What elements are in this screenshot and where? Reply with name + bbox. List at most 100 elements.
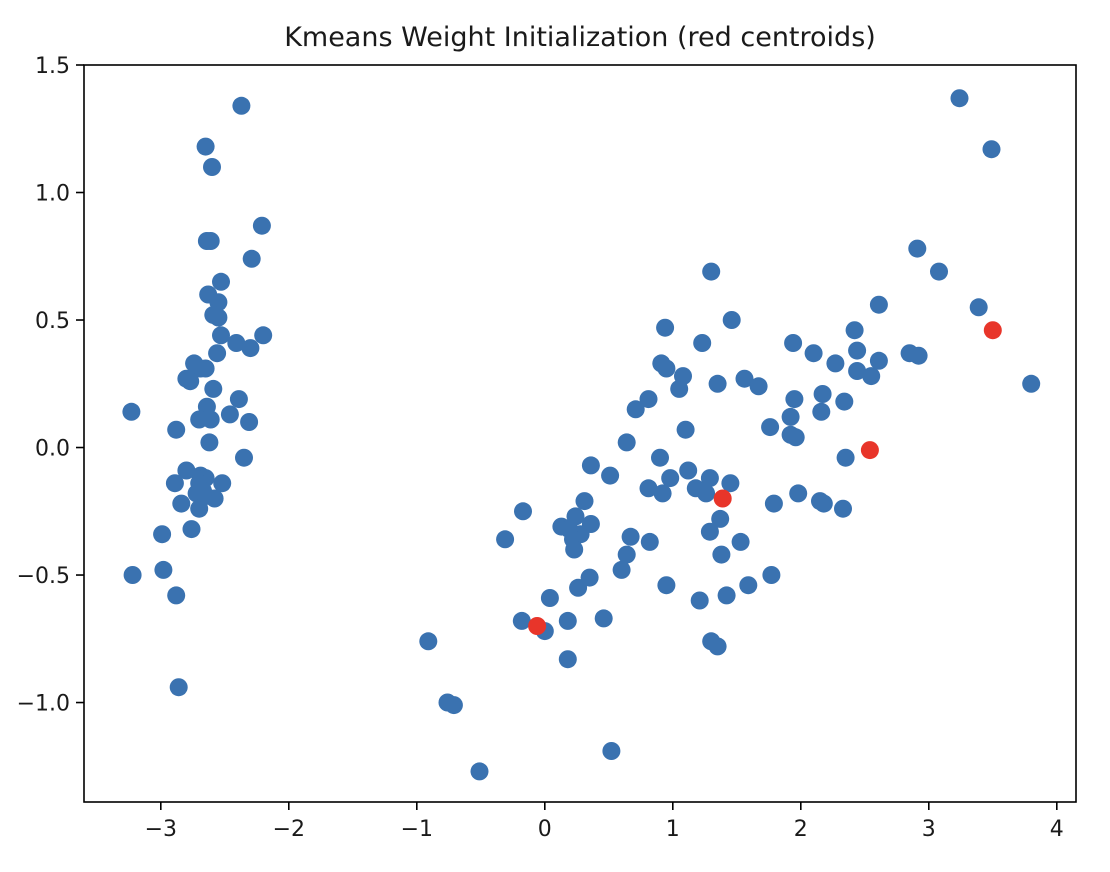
data-point-102 xyxy=(653,484,672,503)
data-point-111 xyxy=(711,509,730,528)
data-point-61 xyxy=(693,334,712,352)
data-point-141 xyxy=(419,632,438,651)
data-point-37 xyxy=(165,474,184,493)
data-point-84 xyxy=(812,402,831,421)
data-point-58 xyxy=(722,311,741,329)
data-point-78 xyxy=(670,379,689,398)
data-point-56 xyxy=(969,298,988,317)
data-point-135 xyxy=(558,611,577,630)
data-point-81 xyxy=(785,390,804,409)
data-point-143 xyxy=(444,696,463,715)
data-point-117 xyxy=(621,527,640,546)
data-point-130 xyxy=(739,576,758,595)
data-point-125 xyxy=(612,560,631,579)
data-point-134 xyxy=(512,611,531,630)
data-point-25 xyxy=(220,405,239,424)
y-tick-label: −1.0 xyxy=(17,692,70,717)
data-point-97 xyxy=(661,469,680,488)
data-point-62 xyxy=(784,334,803,352)
data-point-121 xyxy=(731,532,750,551)
data-point-67 xyxy=(826,354,845,373)
data-point-124 xyxy=(712,545,731,564)
data-point-43 xyxy=(172,494,191,513)
data-point-22 xyxy=(204,379,223,398)
data-point-29 xyxy=(240,413,259,431)
data-point-96 xyxy=(700,469,719,488)
x-tick-label: 0 xyxy=(538,817,552,842)
data-point-77 xyxy=(749,377,768,396)
data-point-30 xyxy=(167,420,186,439)
data-point-74 xyxy=(862,367,881,386)
data-point-92 xyxy=(836,448,855,467)
data-point-109 xyxy=(514,502,532,521)
y-tick-label: 0.5 xyxy=(35,309,70,334)
data-point-5 xyxy=(252,216,271,235)
data-point-28 xyxy=(201,410,220,429)
chart-title: Kmeans Weight Initialization (red centro… xyxy=(284,22,876,53)
data-point-26 xyxy=(122,402,141,421)
data-point-103 xyxy=(789,484,808,503)
data-point-138 xyxy=(558,650,577,669)
data-point-47 xyxy=(154,560,173,579)
data-point-85 xyxy=(781,407,800,426)
centroid-point-1 xyxy=(860,441,879,460)
x-tick-label: −3 xyxy=(145,817,177,842)
data-point-131 xyxy=(717,586,736,605)
data-point-76 xyxy=(708,374,727,393)
data-point-144 xyxy=(470,762,489,781)
x-tick-label: 3 xyxy=(922,817,936,842)
data-point-59 xyxy=(845,321,864,340)
x-tick-label: 1 xyxy=(666,817,680,842)
data-point-31 xyxy=(200,433,219,452)
data-point-70 xyxy=(657,359,676,378)
data-point-1 xyxy=(196,137,215,156)
data-point-105 xyxy=(764,494,783,513)
data-point-107 xyxy=(814,494,833,513)
data-point-94 xyxy=(679,461,698,480)
data-point-71 xyxy=(848,362,867,380)
data-point-2 xyxy=(203,158,221,176)
data-point-13 xyxy=(212,326,230,345)
data-point-133 xyxy=(690,591,709,610)
data-point-49 xyxy=(167,586,186,605)
data-point-118 xyxy=(496,530,515,549)
data-point-75 xyxy=(1022,374,1041,393)
data-point-16 xyxy=(208,344,227,363)
data-point-101 xyxy=(697,484,716,503)
data-point-115 xyxy=(700,522,719,541)
data-point-68 xyxy=(869,351,888,370)
data-point-54 xyxy=(930,262,948,281)
data-point-91 xyxy=(651,448,669,467)
data-point-129 xyxy=(657,576,676,595)
data-point-90 xyxy=(617,433,636,452)
data-point-44 xyxy=(190,499,209,518)
data-point-145 xyxy=(602,742,621,760)
data-point-45 xyxy=(182,520,201,539)
data-point-95 xyxy=(601,466,620,485)
data-point-0 xyxy=(232,96,251,115)
data-point-12 xyxy=(254,326,273,345)
data-point-55 xyxy=(869,295,888,314)
data-point-87 xyxy=(676,420,695,439)
data-point-48 xyxy=(123,566,142,584)
data-point-120 xyxy=(640,532,659,551)
y-axis: −1.0 −0.5 0.0 0.5 1.0 1.5 xyxy=(17,54,84,717)
data-point-66 xyxy=(909,346,928,365)
data-point-86 xyxy=(761,418,780,437)
y-tick-label: 1.5 xyxy=(35,54,70,79)
data-point-50 xyxy=(169,678,188,697)
data-point-127 xyxy=(580,568,599,587)
data-point-89 xyxy=(786,428,805,447)
data-point-126 xyxy=(762,566,781,584)
data-point-33 xyxy=(177,461,196,480)
data-point-4 xyxy=(201,232,220,250)
x-tick-label: 2 xyxy=(794,817,808,842)
data-point-57 xyxy=(702,262,721,281)
data-point-52 xyxy=(982,140,1001,159)
x-tick-label: −2 xyxy=(273,817,305,842)
data-point-98 xyxy=(721,474,740,493)
data-point-122 xyxy=(565,540,584,559)
data-point-79 xyxy=(813,385,832,403)
data-point-73 xyxy=(735,369,754,388)
data-point-53 xyxy=(908,239,927,258)
